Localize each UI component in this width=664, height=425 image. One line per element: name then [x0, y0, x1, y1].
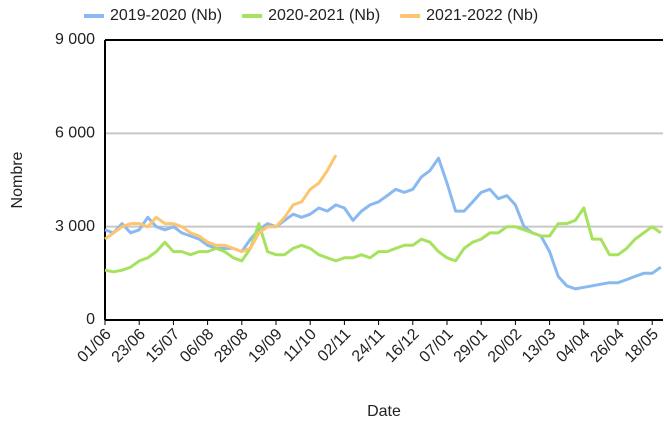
x-tick-label: 23/06: [109, 326, 149, 366]
legend-label: 2021-2022 (Nb): [426, 7, 538, 24]
x-axis-label: Date: [367, 403, 401, 420]
x-tick-label: 02/11: [315, 326, 355, 366]
x-tick-label: 07/01: [416, 326, 456, 366]
series-line: [104, 206, 662, 274]
x-tick-label: 24/11: [349, 326, 389, 366]
y-tick-label: 9 000: [55, 31, 95, 48]
x-tick-label: 13/03: [519, 326, 559, 366]
legend-label: 2020-2021 (Nb): [268, 7, 380, 24]
legend-label: 2019-2020 (Nb): [110, 7, 222, 24]
x-tick-label: 20/02: [485, 326, 525, 366]
y-tick-label: 3 000: [55, 218, 95, 235]
y-tick-label: 0: [86, 311, 95, 328]
x-tick-label: 11/10: [281, 326, 321, 366]
x-tick-label: 15/07: [143, 326, 183, 366]
x-tick-label: 01/06: [74, 326, 114, 366]
x-tick-label: 28/08: [211, 326, 251, 366]
x-tick-label: 16/12: [382, 326, 422, 366]
series-line: [104, 156, 662, 291]
y-tick-label: 6 000: [55, 125, 95, 142]
x-tick-label: 29/01: [451, 326, 491, 366]
x-tick-label: 18/05: [622, 326, 662, 366]
y-axis-label: Nombre: [9, 151, 26, 208]
series-line: [104, 154, 338, 254]
x-tick-label: 04/04: [553, 326, 593, 366]
x-tick-label: 19/09: [245, 326, 285, 366]
x-tick-label: 26/04: [587, 326, 627, 366]
x-tick-label: 06/08: [177, 326, 217, 366]
